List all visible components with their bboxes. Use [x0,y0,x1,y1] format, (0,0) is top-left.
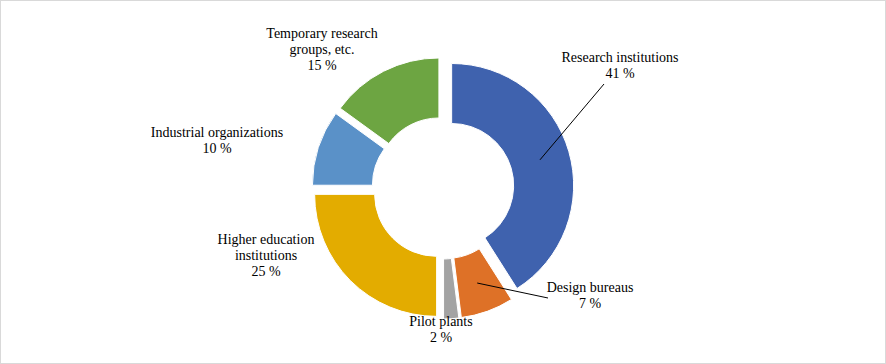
leader-line [540,84,604,160]
chart: Research institutions41 % Design bureaus7… [0,0,886,364]
value-label: 15 % [307,58,337,73]
value-label: 7 % [579,296,602,311]
category-label: Industrial organizations [151,125,283,140]
slice [340,58,439,144]
labels: Research institutions41 % Design bureaus7… [151,26,679,345]
value-label: 41 % [605,66,635,81]
value-label: 25 % [251,264,281,279]
slice [454,249,512,318]
frame [1,1,886,364]
category-label: Temporary researchgroups, etc. [266,26,377,57]
leader-line [477,283,548,298]
value-label: 10 % [202,141,232,156]
category-label: Design bureaus [547,280,634,295]
value-label: 2 % [430,330,453,345]
plot [312,58,573,319]
slice [315,194,437,316]
category-label: Pilot plants [409,314,472,329]
slice [444,258,459,318]
category-label: Research institutions [561,50,678,65]
category-label: Higher educationinstitutions [218,232,315,263]
